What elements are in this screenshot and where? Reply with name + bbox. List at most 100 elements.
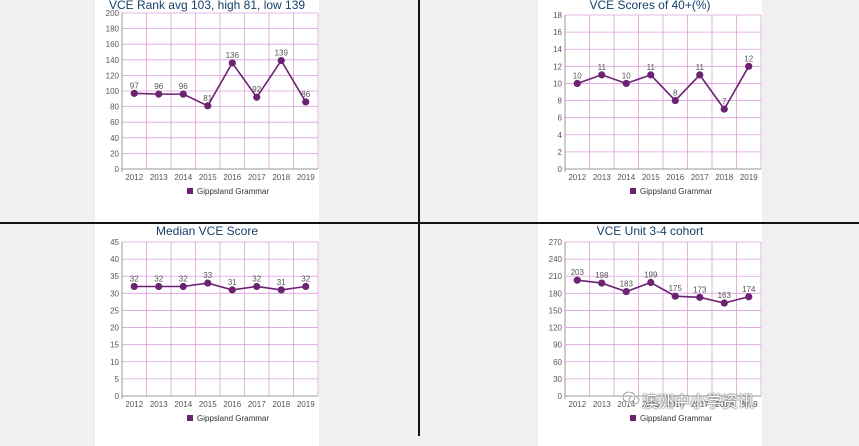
y-tick-label: 20	[110, 149, 119, 158]
data-label: 163	[718, 291, 732, 300]
data-point	[745, 62, 753, 70]
data-label: 86	[301, 90, 310, 99]
data-point	[598, 279, 606, 287]
y-tick-label: 4	[558, 131, 563, 140]
watermark-text: 澳洲中小学资讯	[642, 394, 755, 411]
x-tick-label: 2017	[691, 173, 709, 182]
data-label: 81	[203, 94, 212, 103]
data-label: 11	[647, 63, 656, 72]
x-tick-label: 2016	[223, 400, 241, 409]
data-label: 10	[573, 71, 582, 80]
x-tick-label: 2014	[617, 173, 635, 182]
chart-panel-rank	[95, 0, 319, 222]
data-label: 203	[571, 268, 585, 277]
y-tick-label: 20	[110, 324, 119, 333]
y-tick-label: 60	[553, 358, 562, 367]
data-point	[647, 71, 655, 79]
y-tick-label: 8	[558, 97, 563, 106]
data-label: 96	[179, 82, 188, 91]
data-label: 139	[275, 49, 289, 58]
data-label: 173	[693, 285, 707, 294]
y-tick-label: 10	[110, 358, 119, 367]
x-tick-label: 2012	[568, 400, 586, 409]
data-point	[671, 96, 679, 105]
legend-label: Gippsland Grammar	[197, 187, 269, 196]
chart-title: Median VCE Score	[156, 224, 258, 238]
x-tick-label: 2019	[740, 173, 758, 182]
legend-swatch	[630, 415, 636, 421]
y-tick-label: 120	[106, 71, 120, 80]
data-label: 92	[252, 85, 261, 94]
x-tick-label: 2017	[248, 400, 266, 409]
x-tick-label: 2014	[174, 400, 192, 409]
data-label: 32	[154, 274, 163, 283]
y-tick-label: 18	[553, 11, 562, 20]
chart-title: VCE Scores of 40+(%)	[589, 0, 710, 12]
y-tick-label: 240	[549, 255, 563, 264]
x-tick-label: 2015	[199, 400, 217, 409]
data-point	[204, 279, 212, 287]
data-label: 199	[644, 270, 658, 279]
data-label: 183	[620, 280, 634, 289]
y-tick-label: 2	[558, 148, 563, 157]
y-tick-label: 200	[106, 9, 120, 18]
data-label: 11	[598, 63, 607, 72]
data-label: 31	[228, 278, 237, 287]
x-tick-label: 2018	[715, 400, 733, 409]
data-point	[647, 278, 655, 287]
data-label: 12	[744, 54, 753, 63]
y-tick-label: 0	[115, 392, 120, 401]
data-point	[179, 90, 187, 98]
series-line	[134, 59, 307, 107]
data-point	[302, 98, 310, 106]
y-tick-label: 40	[110, 134, 119, 143]
legend-swatch	[630, 188, 636, 194]
data-label: 32	[252, 274, 261, 283]
x-tick-label: 2019	[740, 400, 758, 409]
y-tick-label: 160	[106, 40, 120, 49]
data-label: 198	[595, 271, 609, 280]
y-tick-label: 5	[115, 375, 120, 384]
data-point	[573, 79, 581, 88]
series-line	[576, 65, 750, 111]
data-label: 136	[226, 51, 240, 60]
data-label: 32	[130, 274, 139, 283]
y-tick-label: 120	[549, 324, 563, 333]
y-tick-label: 80	[110, 103, 119, 112]
x-tick-label: 2013	[593, 400, 611, 409]
divider-vertical	[418, 0, 420, 436]
chart-panel-median	[95, 224, 319, 446]
x-tick-label: 2013	[150, 173, 168, 182]
x-tick-label: 2012	[568, 173, 586, 182]
x-tick-label: 2015	[642, 400, 660, 409]
legend-label: Gippsland Grammar	[640, 414, 712, 423]
y-tick-label: 12	[553, 62, 562, 71]
data-label: 33	[203, 271, 212, 280]
y-tick-label: 100	[106, 87, 120, 96]
y-tick-label: 15	[110, 341, 119, 350]
divider-horizontal	[0, 222, 859, 224]
data-label: 10	[622, 71, 631, 80]
data-point	[155, 90, 163, 98]
data-point	[745, 293, 753, 301]
data-point	[302, 282, 310, 291]
y-tick-label: 30	[553, 375, 562, 384]
y-tick-label: 45	[110, 238, 119, 247]
y-tick-label: 30	[110, 289, 119, 298]
data-point	[277, 56, 285, 65]
chart-cohort: VCE Unit 3-4 cohort 0 30 60 90 120 150 180 210 24…	[549, 224, 762, 423]
data-point	[720, 105, 728, 113]
series-line	[134, 282, 306, 291]
y-tick-label: 150	[549, 306, 563, 315]
data-point	[622, 288, 630, 296]
y-tick-label: 270	[549, 238, 563, 247]
x-tick-label: 2018	[272, 173, 290, 182]
data-point	[155, 282, 163, 291]
y-tick-label: 90	[553, 341, 562, 350]
legend-label: Gippsland Grammar	[197, 414, 269, 423]
y-tick-label: 0	[558, 165, 563, 174]
data-point	[277, 286, 285, 294]
y-tick-label: 180	[549, 289, 563, 298]
series-line	[577, 279, 749, 304]
data-point	[671, 292, 679, 300]
